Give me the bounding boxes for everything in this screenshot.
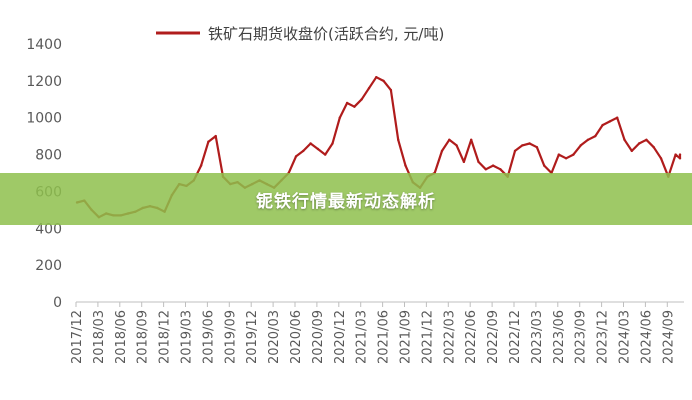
x-tick-label: 2018/09	[136, 310, 151, 364]
data-point	[623, 138, 626, 141]
data-point	[324, 153, 327, 156]
x-tick-label: 2021/12	[420, 310, 435, 364]
data-point	[345, 101, 349, 105]
data-point	[207, 140, 210, 143]
data-point	[448, 138, 451, 141]
data-point	[513, 149, 517, 153]
data-point	[440, 149, 444, 153]
data-point	[214, 134, 217, 138]
data-point	[678, 157, 682, 160]
y-tick-label: 0	[53, 295, 62, 311]
x-tick-label: 2019/06	[201, 310, 216, 364]
y-tick-label: 200	[35, 258, 62, 274]
x-tick-label: 2021/03	[355, 310, 370, 364]
x-tick-label: 2023/03	[530, 310, 545, 364]
x-tick-label: 2022/06	[464, 310, 479, 364]
data-point	[630, 149, 633, 153]
data-point	[491, 164, 495, 167]
data-point	[659, 157, 663, 160]
data-point	[652, 146, 655, 149]
y-tick-label: 1400	[26, 37, 62, 53]
data-point	[543, 164, 546, 167]
x-axis: 2017/12 2018/03 2018/06 2018/09 2018/12 2019/…	[70, 301, 684, 364]
data-point	[499, 168, 502, 171]
x-tick-label: 2023/12	[596, 310, 611, 364]
x-tick-label: 2020/06	[289, 310, 304, 364]
x-tick-label: 2018/12	[158, 310, 173, 364]
data-point	[594, 134, 597, 138]
banner-title: 铌铁行情最新动态解析	[256, 191, 436, 212]
data-point	[353, 105, 356, 108]
data-point	[586, 138, 590, 141]
data-point	[528, 142, 531, 145]
data-point	[484, 168, 487, 171]
legend: 铁矿石期货收盘价(活跃合约, 元/吨)	[156, 25, 444, 43]
x-tick-label: 2023/09	[574, 310, 589, 364]
y-tick-label: 1200	[26, 74, 62, 90]
data-point	[535, 146, 539, 149]
title-banner: 铌铁行情最新动态解析	[0, 173, 692, 225]
x-tick-label: 2021/09	[399, 310, 414, 364]
data-point	[316, 147, 320, 151]
data-point	[637, 142, 641, 145]
data-point	[579, 144, 582, 147]
data-point	[674, 153, 677, 156]
x-tick-label: 2024/06	[639, 310, 654, 364]
data-point	[302, 149, 305, 153]
data-point	[521, 144, 524, 147]
data-point	[404, 164, 407, 167]
data-point	[572, 153, 575, 156]
x-tick-label: 2022/12	[508, 310, 523, 364]
y-axis: 0200400600800100012001400	[26, 37, 62, 311]
data-point	[470, 138, 473, 141]
data-point	[477, 160, 480, 164]
data-point	[360, 98, 363, 101]
x-tick-label: 2024/03	[618, 310, 633, 364]
x-tick-label: 2017/12	[70, 310, 85, 364]
x-tick-label: 2023/06	[552, 310, 567, 364]
x-tick-label: 2021/06	[377, 310, 392, 364]
x-tick-label: 2018/06	[114, 310, 129, 364]
data-point	[397, 138, 400, 141]
legend-label: 铁矿石期货收盘价(活跃合约, 元/吨)	[208, 25, 444, 43]
data-point	[564, 157, 568, 160]
data-point	[367, 87, 371, 90]
y-tick-label: 1000	[26, 111, 62, 127]
x-tick-label: 2020/09	[311, 310, 326, 364]
data-point	[199, 164, 203, 167]
data-point	[309, 142, 312, 145]
data-point	[382, 79, 385, 83]
x-tick-label: 2022/09	[486, 310, 501, 364]
y-tick-label: 400	[35, 221, 62, 237]
data-point	[331, 142, 334, 145]
data-point	[608, 120, 612, 123]
data-point	[557, 153, 560, 156]
data-point	[462, 160, 466, 164]
data-point	[616, 116, 619, 119]
data-point	[455, 144, 458, 147]
x-tick-label: 2022/03	[442, 310, 457, 364]
y-tick-label: 800	[35, 148, 62, 164]
x-tick-label: 2024/09	[661, 310, 676, 364]
data-point	[601, 123, 604, 127]
data-point	[389, 88, 393, 92]
x-tick-label: 2019/03	[180, 310, 195, 364]
x-tick-label: 2020/03	[267, 310, 282, 364]
x-tick-label: 2019/09	[223, 310, 238, 364]
data-point	[338, 116, 341, 119]
x-tick-label: 2018/03	[92, 310, 107, 364]
data-point	[294, 155, 298, 158]
x-tick-label: 2019/12	[245, 310, 260, 364]
data-point	[645, 138, 648, 141]
data-point	[375, 76, 378, 79]
x-tick-label: 2020/12	[333, 310, 348, 364]
data-point	[678, 153, 682, 156]
